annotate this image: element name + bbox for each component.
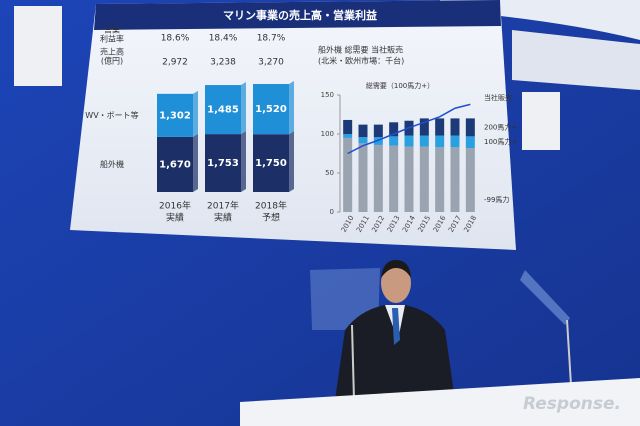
x-tick-label: 2017年 — [207, 200, 239, 212]
x-tick-note: 実績 — [166, 212, 184, 224]
total-label: 3,238 — [210, 58, 236, 68]
speaker-right — [522, 92, 560, 150]
bar — [419, 135, 429, 147]
y-tick-label: 100 — [321, 130, 334, 138]
chart-subtitle: (北米・欧州市場：千台) — [318, 56, 404, 66]
row-label: 利益率 — [100, 34, 124, 44]
slide-title: マリン事業の売上高・営業利益 — [223, 8, 377, 22]
lamp — [512, 30, 640, 90]
total-label: 2,972 — [162, 58, 188, 68]
legend-label: 200馬力+ — [484, 122, 517, 131]
bar — [465, 118, 475, 137]
bar-side — [193, 133, 198, 192]
bar — [373, 124, 383, 138]
data-label: 1,302 — [159, 110, 191, 121]
bar — [205, 85, 241, 135]
data-label: 1,485 — [207, 105, 239, 116]
margin-label: 18.4% — [209, 34, 238, 44]
watermark: Response. — [523, 394, 621, 414]
bar — [343, 119, 353, 134]
bar — [253, 134, 289, 192]
bar — [157, 136, 193, 192]
bar — [343, 134, 353, 138]
line-label: 総需要（100馬力+） — [366, 81, 434, 90]
row-label: (億円) — [101, 56, 123, 66]
data-label: 1,753 — [207, 158, 239, 169]
bar — [419, 118, 429, 136]
bar — [465, 148, 475, 212]
bar — [343, 137, 353, 212]
total-label: 3,270 — [258, 58, 284, 68]
bar — [435, 135, 445, 148]
stand — [351, 324, 355, 401]
legend-label: -99馬力 — [484, 195, 509, 204]
bar — [389, 122, 399, 137]
bar-side — [289, 81, 294, 135]
series-label: 船外機 — [100, 159, 124, 169]
bars-label: 当社販売 — [484, 93, 512, 102]
chart-title: 船外機 総需要 当社販売 — [318, 45, 403, 55]
line — [347, 103, 471, 155]
podium — [240, 378, 640, 426]
bar — [389, 145, 399, 212]
bar — [450, 147, 460, 212]
prompter-right — [520, 270, 570, 325]
person-head — [381, 263, 411, 303]
x-tick-note: 実績 — [214, 212, 232, 224]
bar — [404, 135, 414, 147]
data-label: 1,520 — [255, 104, 287, 115]
person-suit — [335, 305, 455, 400]
bar — [157, 93, 193, 137]
data-label: 1,750 — [255, 158, 287, 169]
bar — [358, 124, 368, 138]
bar — [404, 146, 414, 212]
bar — [435, 147, 445, 212]
x-tick-note: 予想 — [262, 212, 280, 224]
margin-label: 18.6% — [161, 34, 190, 44]
row-label: 売上高 — [100, 47, 124, 57]
speaker-left — [14, 6, 62, 86]
stand — [566, 319, 572, 386]
bar — [450, 118, 460, 136]
tie — [392, 308, 400, 345]
bar-side — [241, 131, 246, 192]
x-tick-label: 2018年 — [255, 200, 287, 212]
row-label: 営業 — [104, 25, 120, 35]
bar — [389, 136, 399, 146]
bar — [435, 118, 445, 136]
bar-side — [241, 82, 246, 135]
bar — [465, 136, 475, 149]
hair — [381, 260, 411, 278]
bar — [373, 144, 383, 212]
y-tick-label: 150 — [321, 91, 334, 99]
x-tick-label: 2016年 — [159, 200, 191, 212]
bar-side — [289, 131, 294, 192]
y-tick-label: 0 — [330, 208, 334, 216]
screen-header — [94, 0, 501, 30]
data-label: 1,670 — [159, 159, 191, 170]
bar — [419, 146, 429, 212]
bar — [205, 134, 241, 192]
bar — [358, 143, 368, 212]
bar — [358, 137, 368, 144]
legend-label: 100馬力+ — [484, 137, 517, 146]
bar — [450, 135, 460, 148]
series-label: WV・ボート等 — [85, 110, 138, 120]
bar — [253, 84, 289, 135]
margin-label: 18.7% — [257, 34, 286, 44]
y-tick-label: 50 — [325, 169, 334, 177]
bar-side — [193, 90, 198, 137]
